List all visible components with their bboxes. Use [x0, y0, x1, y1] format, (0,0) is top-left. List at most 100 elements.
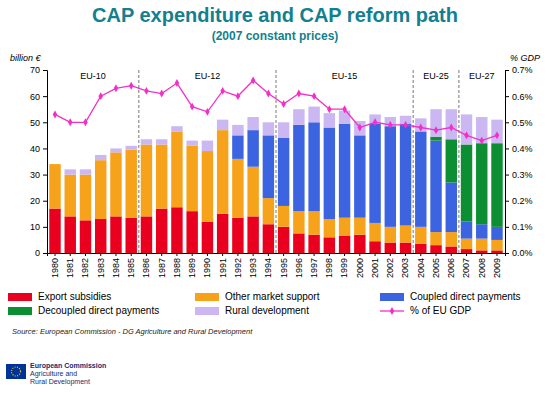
period-label: EU-10	[80, 71, 106, 81]
bar	[125, 150, 136, 218]
tick-mark	[359, 253, 360, 256]
tick-mark	[344, 253, 345, 256]
bar	[415, 131, 426, 226]
tick-mark	[329, 253, 330, 256]
legend-swatch	[380, 293, 404, 301]
marker	[297, 90, 302, 98]
bar	[65, 169, 76, 174]
tick-mark	[505, 201, 509, 202]
legend-swatch	[8, 293, 32, 301]
marker	[236, 92, 241, 100]
tick: 1982	[80, 253, 90, 278]
bar	[278, 138, 289, 206]
tick-mark	[298, 253, 299, 256]
tick-mark	[466, 253, 467, 256]
bar	[217, 130, 228, 214]
tick-label: 1984	[111, 258, 121, 278]
bar	[476, 239, 487, 251]
plot-area	[49, 77, 502, 253]
bar	[354, 235, 365, 253]
tick-label: 0.4%	[512, 144, 533, 154]
bar	[80, 175, 91, 221]
tick-label: 2005	[431, 258, 441, 278]
bar	[65, 216, 76, 253]
tick-label: 2008	[477, 258, 487, 278]
tick: 70	[30, 65, 47, 75]
bar	[354, 218, 365, 235]
marker	[479, 137, 484, 145]
bar	[156, 145, 167, 209]
tick-mark	[43, 122, 47, 123]
marker	[144, 87, 149, 95]
tick-label: 1989	[187, 258, 197, 278]
bar	[324, 219, 335, 237]
tick: 1989	[187, 253, 197, 278]
bar	[446, 182, 457, 232]
bar	[369, 223, 380, 241]
bar	[247, 117, 258, 130]
line	[55, 80, 497, 140]
tick-label: 1999	[339, 258, 349, 278]
tick: 1993	[248, 253, 258, 278]
tick-mark	[207, 253, 208, 256]
legend-label: Decoupled direct payments	[38, 305, 159, 316]
bar	[110, 148, 121, 152]
bar	[65, 175, 76, 217]
bar	[308, 107, 319, 123]
title: CAP expenditure and CAP reform path	[92, 4, 458, 26]
marker	[281, 100, 286, 108]
legend-item: Export subsidies	[8, 291, 111, 302]
period-label: EU-15	[332, 71, 358, 81]
tick: 40	[30, 144, 47, 154]
tick-mark	[505, 148, 509, 149]
legend-label: Rural development	[225, 305, 309, 316]
bar	[430, 232, 441, 245]
bar	[80, 220, 91, 253]
tick-mark	[436, 253, 437, 256]
legend-swatch	[8, 307, 32, 315]
bar	[186, 146, 197, 211]
bar	[491, 240, 502, 250]
tick: 1997	[309, 253, 319, 278]
bar	[171, 207, 182, 253]
tick-label: 50	[30, 118, 40, 128]
bar	[461, 222, 472, 239]
bar	[308, 122, 319, 211]
bar	[125, 146, 136, 150]
marker	[159, 90, 164, 98]
chart: CAP expenditure and CAP reform path (2007…	[0, 0, 550, 394]
subtitle: (2007 constant prices)	[212, 29, 339, 43]
tick: 50	[30, 118, 47, 128]
bar	[110, 216, 121, 253]
period-divider	[413, 70, 414, 253]
tick-mark	[390, 253, 391, 256]
tick: 0.1%	[505, 222, 533, 232]
bar	[385, 243, 396, 253]
legend-label: Coupled direct payments	[410, 291, 521, 302]
tick-label: 30	[30, 170, 40, 180]
tick: 30	[30, 170, 47, 180]
tick-mark	[314, 253, 315, 256]
tick-label: 0.1%	[512, 222, 533, 232]
tick-mark	[115, 253, 116, 256]
bar	[217, 214, 228, 253]
bar	[491, 227, 502, 240]
tick-label: 2002	[385, 258, 395, 278]
bar	[476, 224, 487, 238]
bar	[247, 130, 258, 167]
tick-label: 1985	[126, 258, 136, 278]
logo-stars	[12, 367, 21, 376]
bar	[49, 164, 60, 208]
marker	[495, 131, 500, 139]
tick: 1986	[141, 253, 151, 278]
bar	[202, 222, 213, 253]
tick: 1998	[324, 253, 334, 278]
tick: 2000	[355, 253, 365, 278]
bar	[232, 125, 243, 135]
bar	[95, 155, 106, 160]
tick: 0.6%	[505, 92, 533, 102]
tick-label: 1996	[294, 258, 304, 278]
tick-label: 1990	[202, 258, 212, 278]
tick-mark	[43, 96, 47, 97]
bar	[430, 137, 441, 141]
